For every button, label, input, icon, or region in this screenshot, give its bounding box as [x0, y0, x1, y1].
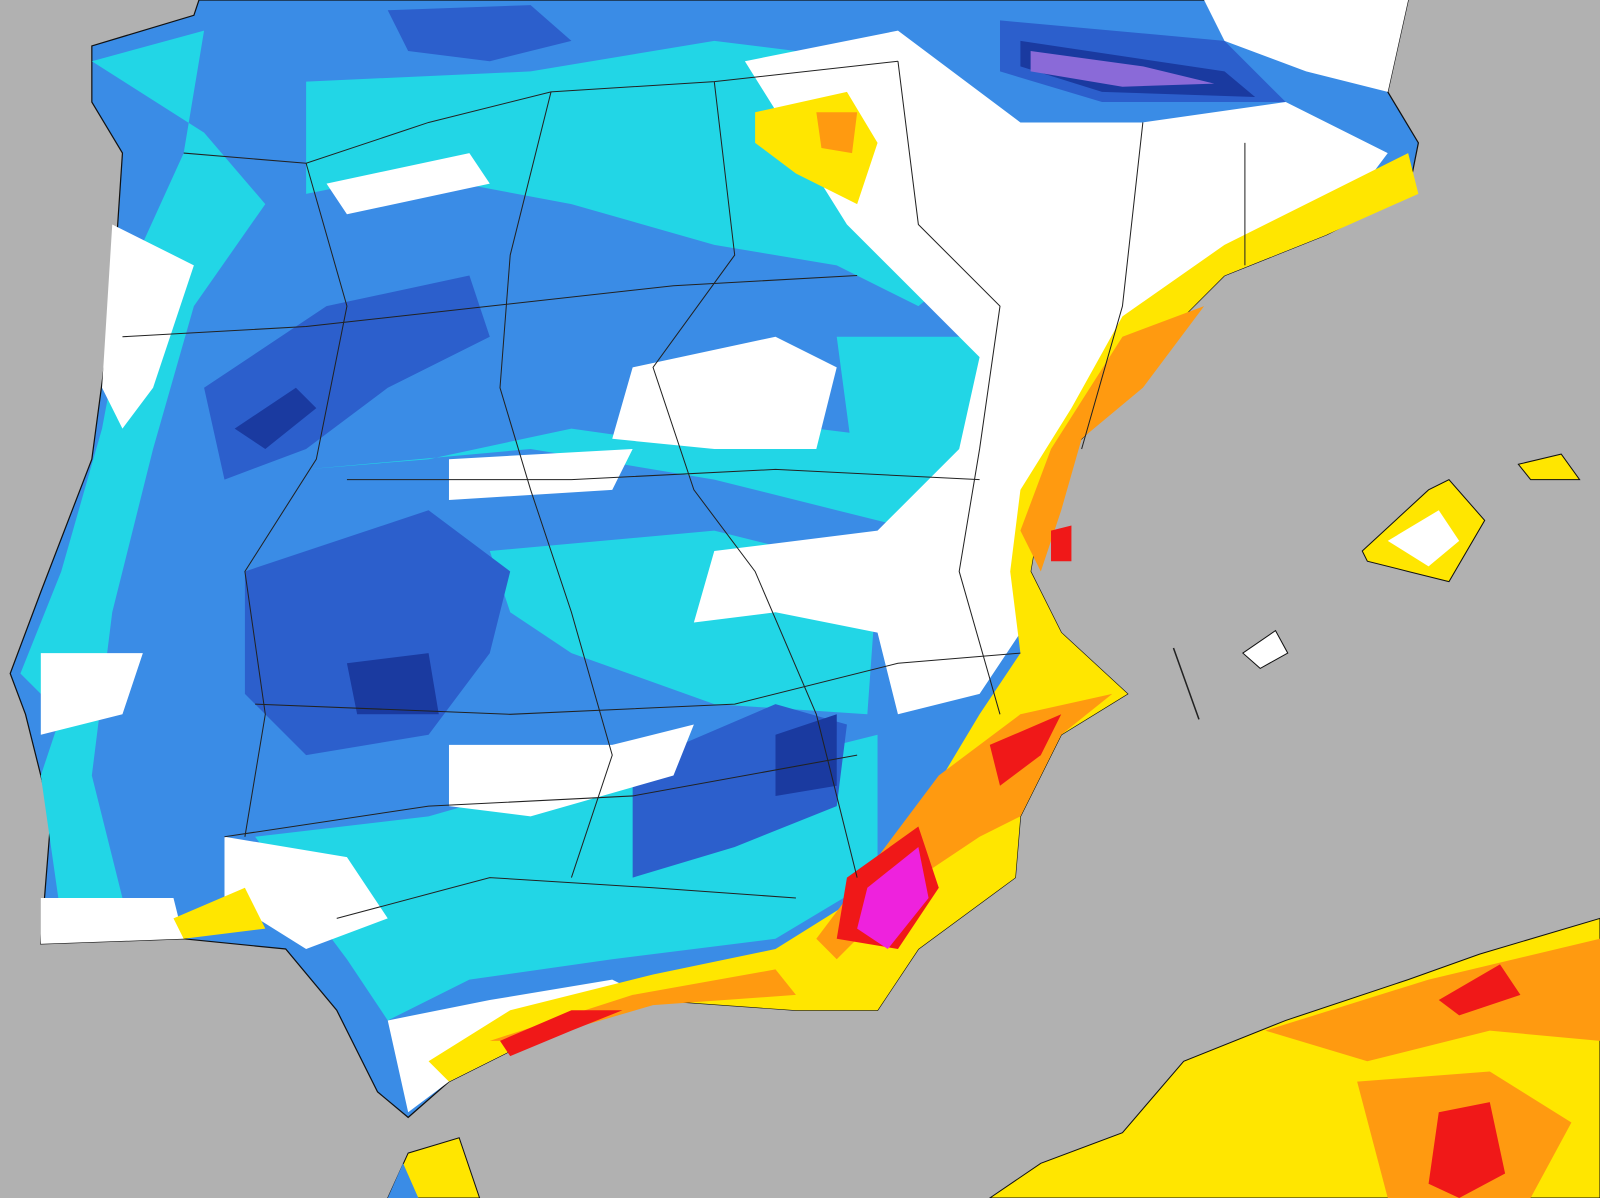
white-areas [40, 0, 1409, 1113]
border [499, 91, 613, 878]
border [255, 652, 1021, 715]
border [336, 877, 796, 919]
border [897, 61, 1001, 715]
borders [122, 60, 1246, 919]
violet-area [1030, 51, 1215, 87]
white-area [693, 30, 1388, 715]
yellow-area [173, 887, 266, 939]
blue-area [387, 1163, 419, 1198]
border [224, 754, 858, 838]
island [1517, 453, 1581, 481]
island [1242, 629, 1289, 670]
white-area [1204, 0, 1409, 92]
cyan-area [306, 428, 919, 531]
white-area [612, 336, 837, 449]
border [244, 163, 348, 837]
red-area [500, 1010, 623, 1057]
white-area [326, 153, 490, 215]
border [346, 468, 980, 481]
white-area [448, 724, 694, 817]
red-area [1438, 964, 1521, 1016]
dark-blue-area [244, 510, 511, 756]
border [1081, 122, 1144, 450]
border [122, 275, 858, 338]
deep-blue-area [234, 387, 317, 449]
red-area [1051, 525, 1072, 562]
white-area [224, 836, 388, 950]
border [652, 81, 858, 878]
orange-area [1265, 938, 1600, 1062]
orange-area [1020, 306, 1205, 572]
white-area [448, 448, 633, 501]
border [183, 60, 899, 164]
magenta-area [857, 846, 929, 950]
red-area [989, 714, 1062, 786]
red-area [1428, 1102, 1506, 1198]
dark-blue-area [387, 5, 572, 62]
white-area [40, 897, 184, 944]
white-area [40, 653, 143, 735]
island [1387, 510, 1460, 567]
deep-blue-area [346, 653, 439, 715]
orange-area [816, 112, 858, 154]
border [1172, 647, 1200, 720]
white-area [102, 224, 194, 429]
